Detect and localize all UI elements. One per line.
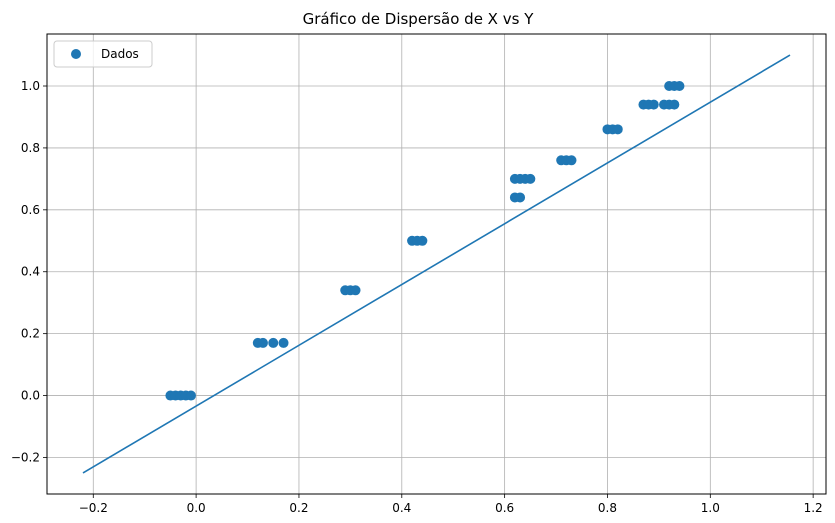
data-point	[612, 124, 623, 135]
x-tick-label: 1.0	[701, 501, 720, 515]
y-tick-label: 0.6	[21, 203, 40, 217]
x-tick-label: 0.2	[289, 501, 308, 515]
x-tick-label: 0.8	[598, 501, 617, 515]
grid-lines	[47, 34, 826, 494]
y-axis-ticks: −0.2 0.0 0.2 0.4 0.6 0.8 1.0	[11, 79, 47, 464]
data-point	[648, 99, 659, 110]
legend-marker	[71, 49, 81, 59]
data-point	[515, 192, 526, 203]
data-point	[674, 81, 685, 92]
data-point	[669, 99, 680, 110]
x-tick-label: 0.4	[392, 501, 411, 515]
x-tick-label: 1.2	[804, 501, 823, 515]
fit-line-series	[82, 54, 791, 474]
x-tick-label: −0.2	[79, 501, 108, 515]
y-tick-label: 0.4	[21, 265, 40, 279]
x-tick-label: 0.0	[187, 501, 206, 515]
data-point	[350, 285, 361, 296]
y-tick-label: −0.2	[11, 450, 40, 464]
data-point	[278, 337, 289, 348]
data-point	[417, 235, 428, 246]
x-tick-label: 0.6	[495, 501, 514, 515]
legend: Dados	[53, 40, 153, 68]
y-tick-label: 0.2	[21, 327, 40, 341]
x-axis-ticks: −0.2 0.0 0.2 0.4 0.6 0.8 1.0 1.2	[79, 494, 823, 515]
plot-frame	[46, 33, 827, 495]
fit-line	[82, 54, 791, 474]
legend-box	[53, 40, 153, 68]
legend-label: Dados	[101, 47, 139, 61]
data-points	[165, 81, 685, 401]
data-point	[185, 390, 196, 401]
data-point	[268, 337, 279, 348]
data-point	[525, 173, 536, 184]
data-point	[257, 337, 268, 348]
data-point	[566, 155, 577, 166]
chart-title: Gráfico de Dispersão de X vs Y	[303, 10, 535, 28]
y-tick-label: 0.8	[21, 141, 40, 155]
y-tick-label: 0.0	[21, 389, 40, 403]
y-tick-label: 1.0	[21, 79, 40, 93]
